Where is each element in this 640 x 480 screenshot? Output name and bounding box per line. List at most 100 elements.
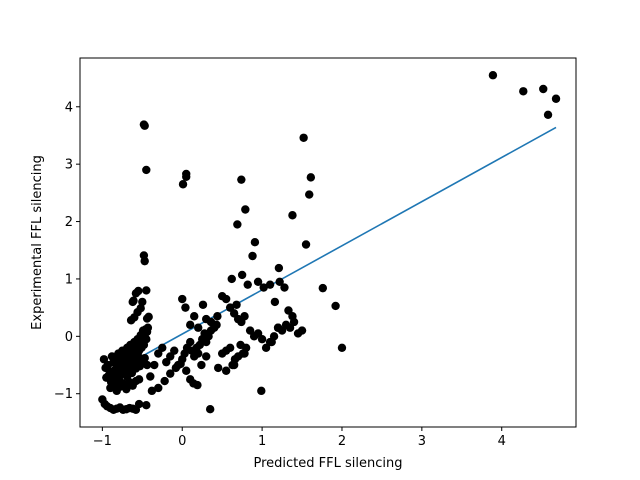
data-point — [160, 376, 169, 386]
data-point — [551, 94, 561, 103]
y-tick-label: 3 — [65, 158, 73, 173]
data-point — [134, 399, 144, 409]
data-point — [140, 256, 149, 266]
fit-line — [101, 126, 557, 379]
data-point — [233, 220, 242, 229]
data-point — [166, 369, 175, 378]
data-point — [229, 360, 239, 370]
y-tick-label: 2 — [65, 215, 73, 230]
data-point — [240, 312, 249, 321]
data-point — [257, 335, 267, 344]
y-tick-label: −1 — [54, 387, 73, 402]
data-point — [147, 386, 157, 396]
data-point — [305, 190, 314, 199]
x-tick-label: 3 — [418, 434, 426, 449]
x-axis-ticks: −1 0 1 2 3 4 — [93, 427, 506, 449]
data-point — [131, 289, 141, 298]
data-point — [205, 405, 215, 414]
data-point — [237, 270, 247, 280]
data-point — [288, 211, 297, 220]
data-points — [98, 71, 561, 414]
data-point — [297, 326, 307, 335]
data-point — [170, 346, 179, 355]
data-point — [154, 383, 163, 393]
x-axis-label: Predicted FFL silencing — [254, 456, 403, 471]
axes-frame — [79, 57, 577, 428]
x-tick-label: 1 — [258, 434, 266, 449]
data-point — [225, 343, 235, 353]
data-point — [194, 349, 203, 358]
data-point — [257, 386, 266, 396]
data-point — [176, 359, 185, 369]
data-point — [122, 384, 131, 394]
data-point — [274, 263, 284, 273]
data-point — [158, 343, 167, 353]
data-point — [299, 133, 308, 142]
y-tick-label: 0 — [65, 330, 73, 345]
data-point — [259, 283, 268, 292]
data-point — [140, 121, 149, 130]
data-point — [267, 337, 276, 347]
x-tick-label: 0 — [178, 434, 186, 449]
data-point — [273, 323, 283, 332]
data-point — [232, 300, 241, 309]
data-point — [194, 323, 203, 332]
data-point — [146, 372, 155, 381]
data-point — [539, 84, 548, 94]
data-point — [519, 87, 528, 96]
data-point — [140, 353, 149, 363]
y-axis-label: Experimental FFL silencing — [30, 155, 45, 330]
data-point — [221, 294, 231, 304]
data-point — [142, 165, 151, 175]
data-point — [280, 283, 289, 292]
data-point — [221, 366, 231, 375]
data-point — [178, 294, 187, 304]
data-point — [248, 251, 257, 261]
data-point — [178, 180, 188, 189]
data-point — [198, 300, 208, 309]
data-point — [213, 312, 222, 321]
data-point — [270, 297, 280, 307]
data-point — [197, 360, 206, 370]
data-point — [318, 283, 328, 293]
data-point — [213, 363, 223, 373]
data-point — [288, 312, 297, 321]
data-point — [306, 173, 316, 182]
data-point — [182, 366, 191, 375]
data-point — [182, 172, 191, 181]
fit-line-layer — [101, 126, 557, 379]
data-point — [250, 238, 260, 247]
data-point — [150, 360, 159, 370]
y-tick-label: 4 — [65, 100, 73, 115]
x-tick-label: −1 — [93, 434, 112, 449]
x-tick-label: 2 — [338, 434, 346, 449]
data-point — [243, 280, 252, 289]
y-tick-label: 1 — [65, 272, 73, 287]
data-point — [181, 303, 190, 312]
data-point — [202, 352, 211, 361]
plot-area — [80, 58, 576, 427]
data-point — [142, 335, 151, 344]
data-point — [337, 343, 347, 353]
data-point — [237, 175, 246, 184]
data-point — [301, 240, 311, 249]
data-point — [142, 400, 151, 410]
data-point — [142, 286, 151, 295]
data-point — [134, 375, 144, 384]
data-point — [209, 320, 219, 330]
data-point — [241, 205, 250, 214]
data-point — [143, 323, 153, 332]
data-point — [193, 380, 202, 390]
data-point — [126, 316, 136, 325]
data-point — [331, 301, 340, 311]
data-point — [142, 360, 152, 370]
data-point — [488, 71, 498, 80]
x-tick-label: 4 — [498, 434, 506, 449]
data-point — [543, 110, 553, 120]
data-point — [186, 320, 195, 330]
y-axis-ticks: −1 0 1 2 3 4 — [54, 100, 80, 402]
data-point — [275, 277, 284, 287]
data-point — [128, 297, 137, 307]
data-point — [227, 274, 236, 284]
